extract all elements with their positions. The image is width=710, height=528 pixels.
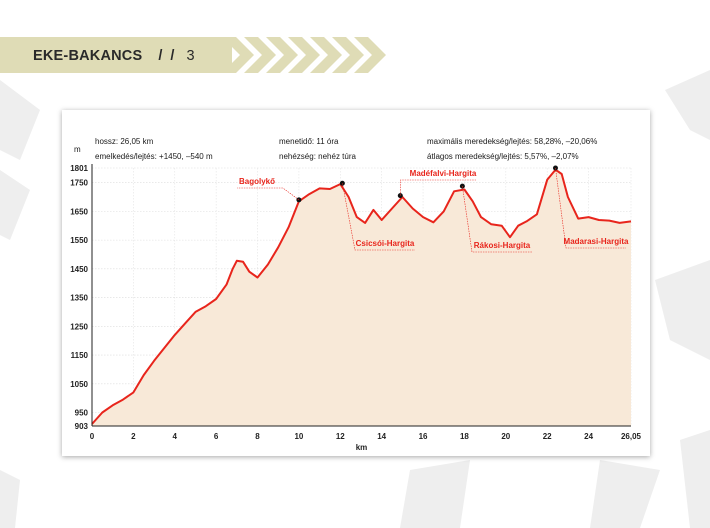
summit-label: Madarasi-Hargita [564,237,629,246]
x-tick-label: 12 [336,432,345,441]
x-tick-label: 20 [501,432,510,441]
x-tick-label: 22 [543,432,552,441]
summit-leader-line [555,167,626,249]
x-tick-label: 2 [131,432,136,441]
y-tick-label: 1350 [70,294,88,303]
elevation-area [92,169,631,426]
y-tick-label: 1450 [70,265,88,274]
info-difficulty: nehézség: nehéz túra [279,152,356,161]
y-tick-label: 1750 [70,179,88,188]
x-tick-label: 26,05 [621,432,642,441]
x-axis-label: km [356,443,368,452]
summit-leader-line [342,183,415,251]
y-tick-label: 950 [75,408,89,417]
info-avg-gradient: átlagos meredekség/lejtés: 5,57%, –2,07% [427,152,579,161]
summit-label: Rákosi-Hargita [474,241,531,250]
y-axis-unit: m [74,145,81,154]
x-tick-label: 0 [90,432,95,441]
y-tick-label: 1050 [70,380,88,389]
x-tick-label: 14 [377,432,386,441]
summit-label: Madéfalvi-Hargita [410,169,477,178]
x-tick-label: 10 [294,432,303,441]
summit-label: Csicsói-Hargita [356,239,415,248]
y-tick-label: 1550 [70,236,88,245]
header-separator: / / [158,48,177,64]
header-title-text: EKE-BAKANCS [33,48,143,64]
elevation-line [91,168,632,425]
x-tick-label: 4 [173,432,178,441]
x-tick-label: 18 [460,432,469,441]
x-tick-label: 6 [214,432,219,441]
y-tick-label: 903 [75,422,89,431]
x-tick-label: 24 [584,432,593,441]
summit-leader-line [399,179,476,196]
y-tick-label: 1250 [70,322,88,331]
x-tick-label: 16 [419,432,428,441]
header-title: EKE-BAKANCS / / 3 [33,45,195,67]
x-tick-label: 8 [255,432,260,441]
y-tick-label: 1801 [70,164,88,173]
y-tick-label: 1150 [71,351,89,360]
info-max-gradient: maximális meredekség/lejtés: 58,28%, –20… [427,137,598,146]
info-length: hossz: 26,05 km [95,137,154,146]
header-page-number: 3 [186,48,195,64]
summit-label: Bagolykő [239,177,275,186]
header-band [0,37,232,73]
summit-leader-line [237,187,300,201]
header-chevrons [222,37,386,73]
info-duration: menetidő: 11 óra [279,137,339,146]
y-tick-label: 1650 [70,207,88,216]
info-elevation-change: emelkedés/lejtés: +1450, –540 m [95,152,213,161]
